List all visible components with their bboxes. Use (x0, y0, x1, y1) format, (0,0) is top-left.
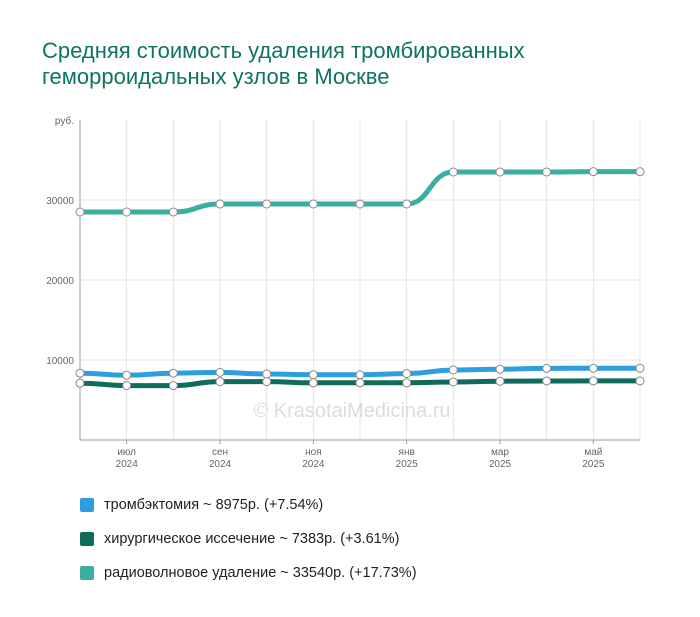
data-point-rad (75, 207, 85, 217)
x-tick-label-year: 2025 (396, 459, 419, 470)
x-tick-label-month: мар (491, 447, 509, 458)
y-tick-label: 10000 (46, 356, 74, 367)
data-point-surg (168, 381, 178, 391)
data-point-rad (495, 167, 505, 177)
data-point-surg (495, 376, 505, 386)
legend-swatch-radiowave-removal (80, 566, 94, 580)
data-point-surg (448, 377, 458, 387)
data-point-rad (262, 199, 272, 209)
data-point-thromb (75, 368, 85, 378)
grid (79, 120, 641, 440)
y-tick-label: 30000 (46, 196, 74, 207)
x-tick-label-month: ноя (305, 447, 322, 458)
watermark: © KrasotaiMedicina.ru (253, 400, 450, 422)
data-point-rad (542, 167, 552, 177)
data-point-thromb (448, 365, 458, 375)
data-point-rad (215, 199, 225, 209)
legend-label-thrombectomy: тромбэктомия ~ 8975р. (+7.54%) (104, 497, 324, 513)
series-points (75, 167, 645, 391)
data-point-rad (355, 199, 365, 209)
x-tick-label-year: 2024 (302, 459, 325, 470)
x-tick-label-year: 2024 (209, 459, 232, 470)
x-tick-label-month: май (584, 447, 602, 458)
data-point-surg (542, 376, 552, 386)
data-point-rad (635, 167, 645, 177)
chart-title: Средняя стоимость удаления тромбированны… (42, 38, 662, 90)
x-tick-label-month: сен (212, 447, 228, 458)
data-point-rad (402, 199, 412, 209)
data-point-thromb (635, 363, 645, 373)
legend-label-radiowave-removal: радиоволновое удаление ~ 33540р. (+17.73… (104, 565, 417, 581)
data-point-thromb (215, 367, 225, 377)
x-tick-label-year: 2024 (116, 459, 139, 470)
legend-item-thrombectomy[interactable]: тромбэктомия ~ 8975р. (+7.54%) (80, 488, 417, 522)
data-point-thromb (355, 370, 365, 380)
x-tick-label-month: янв (399, 447, 415, 458)
data-point-rad (122, 207, 132, 217)
data-point-surg (122, 381, 132, 391)
data-point-surg (262, 377, 272, 387)
data-point-rad (308, 199, 318, 209)
legend-label-surgical-excision: хирургическое иссечение ~ 7383р. (+3.61%… (104, 531, 400, 547)
legend-swatch-surgical-excision (80, 532, 94, 546)
axes: 100002000030000руб.июл2024сен2024ноя2024… (46, 115, 640, 470)
data-point-surg (215, 377, 225, 387)
legend-item-surgical-excision[interactable]: хирургическое иссечение ~ 7383р. (+3.61%… (80, 522, 417, 556)
chart-title-line-2: геморроидальных узлов в Москве (42, 64, 390, 89)
chart-title-line-1: Средняя стоимость удаления тромбированны… (42, 38, 525, 63)
data-point-surg (588, 376, 598, 386)
data-point-rad (588, 167, 598, 177)
data-point-surg (308, 378, 318, 388)
legend-item-radiowave-removal[interactable]: радиоволновое удаление ~ 33540р. (+17.73… (80, 556, 417, 590)
x-tick-label-year: 2025 (582, 459, 605, 470)
line-chart: © KrasotaiMedicina.ru 10000 20000 30000 руб… (46, 115, 645, 470)
data-point-surg (75, 378, 85, 388)
y-unit-label: руб. (55, 115, 74, 127)
data-point-thromb (168, 368, 178, 378)
legend-swatch-thrombectomy (80, 498, 94, 512)
data-point-rad (448, 167, 458, 177)
data-point-surg (402, 378, 412, 388)
data-point-thromb (542, 363, 552, 373)
x-tick-label-month: июл (117, 447, 136, 458)
data-point-thromb (588, 363, 598, 373)
data-point-surg (355, 378, 365, 388)
data-point-surg (635, 376, 645, 386)
x-tick-label-year: 2025 (489, 459, 512, 470)
y-tick-label: 20000 (46, 276, 74, 287)
data-point-thromb (495, 364, 505, 374)
legend: тромбэктомия ~ 8975р. (+7.54%) хирургиче… (80, 488, 417, 590)
data-point-thromb (122, 370, 132, 380)
data-point-thromb (402, 369, 412, 379)
data-point-thromb (308, 370, 318, 380)
data-point-rad (168, 207, 178, 217)
data-point-thromb (262, 369, 272, 379)
